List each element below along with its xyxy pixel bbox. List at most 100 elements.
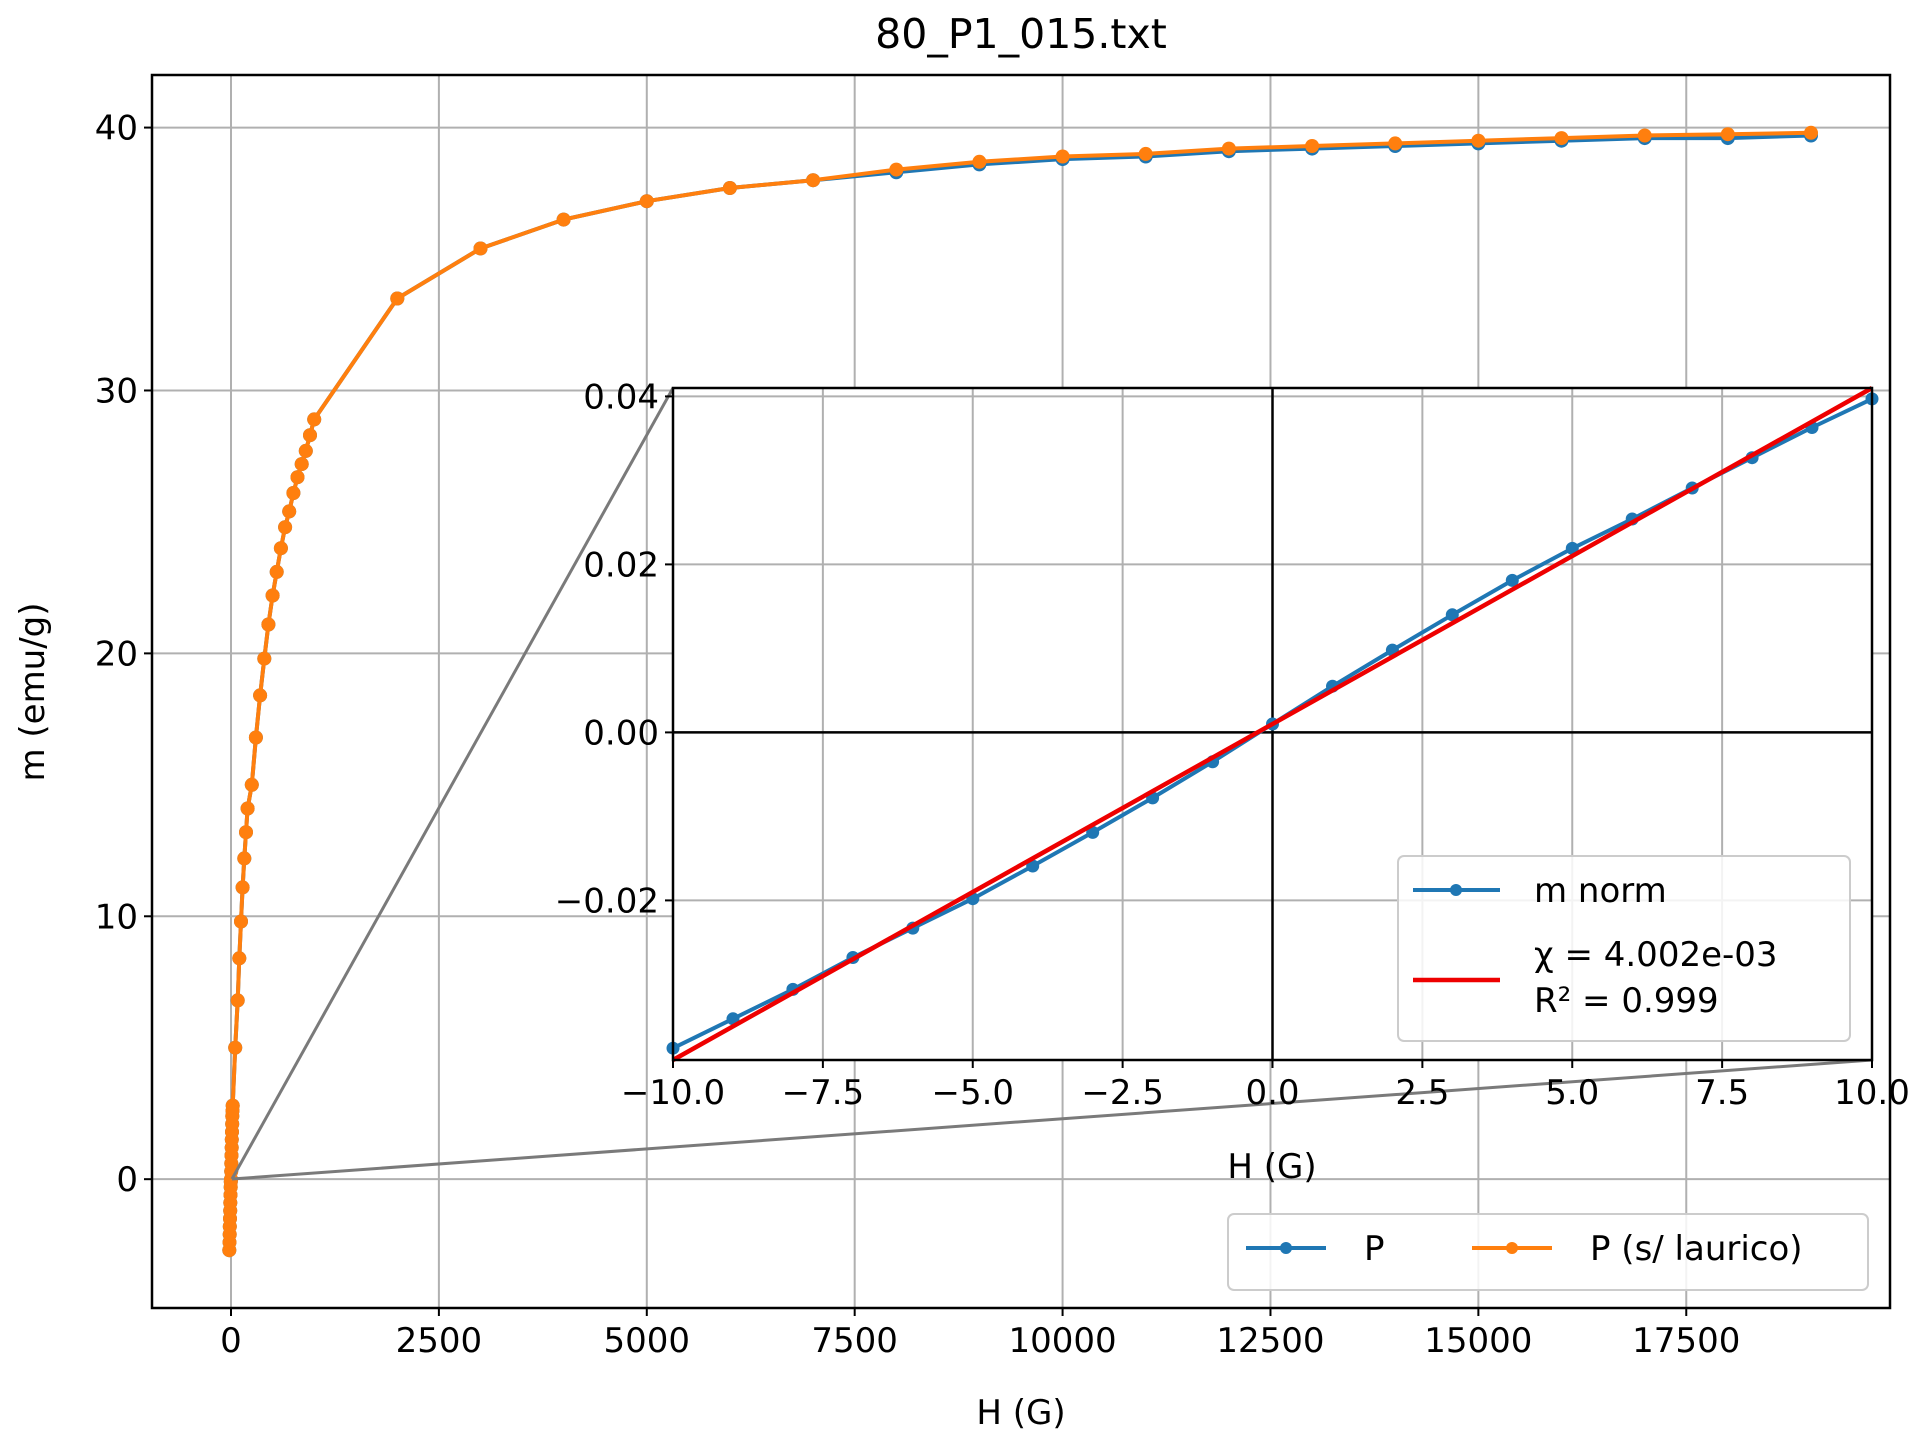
inset-x-tick-label: −5.0 — [931, 1073, 1014, 1113]
main-data-point — [235, 880, 250, 895]
main-data-point — [234, 914, 248, 929]
main-data-point — [556, 212, 571, 227]
main-data-point — [1388, 136, 1403, 151]
main-data-point — [298, 443, 313, 458]
inset-x-axis-label: H (G) — [1227, 1147, 1316, 1187]
main-data-point — [237, 851, 252, 866]
main-data-point — [1221, 141, 1236, 156]
inset-data-point — [1505, 573, 1519, 587]
main-data-point — [1637, 128, 1652, 143]
inset-y-tick-label: 0.00 — [583, 713, 659, 753]
zoom-connectors — [230, 387, 1873, 1181]
main-y-tick-label: 30 — [95, 371, 138, 411]
main-axes-frame — [150, 73, 1892, 1310]
main-data-point — [972, 154, 987, 169]
main-data-point — [225, 1098, 240, 1113]
inset-y-tick-label: −0.02 — [555, 881, 659, 921]
inset-x-tick-label: 7.5 — [1695, 1073, 1749, 1113]
main-data-point — [722, 181, 737, 195]
main-x-tick-label: 15000 — [1424, 1321, 1532, 1361]
main-y-tick-label: 0 — [116, 1160, 138, 1200]
main-x-tick-label: 12500 — [1216, 1321, 1324, 1361]
legend-m-norm-marker — [1450, 884, 1462, 896]
inset-series-line-1 — [671, 386, 1874, 1062]
main-y-tick-label: 20 — [95, 634, 138, 674]
main-data-point — [240, 801, 255, 816]
legend-p-laurico-marker — [1506, 1242, 1518, 1254]
main-data-point — [278, 520, 293, 535]
inset-legend: m norm χ = 4.002e-03 R² = 0.999 — [1397, 855, 1851, 1042]
main-series-1 — [222, 125, 1818, 1258]
main-data-point — [244, 777, 259, 792]
main-data-point — [261, 617, 276, 632]
inset-y-tick-label: 0.04 — [583, 377, 659, 417]
legend-fit-chi-label: χ = 4.002e-03 — [1534, 935, 1778, 975]
main-data-point — [248, 730, 263, 745]
main-data-point — [1554, 131, 1569, 146]
main-title: 80_P1_015.txt — [875, 10, 1167, 58]
main-x-tick-label: 10000 — [1008, 1321, 1116, 1361]
main-x-axis-label: H (G) — [976, 1393, 1065, 1433]
main-x-tick-label: 0 — [220, 1321, 242, 1361]
main-data-point — [806, 173, 821, 188]
inset-x-tick-label: −2.5 — [1081, 1073, 1164, 1113]
zoom-connector-lower — [231, 1058, 1873, 1181]
inset-x-tick-label: −10.0 — [621, 1073, 725, 1113]
main-data-point — [390, 291, 405, 306]
inset-data-point — [1445, 608, 1459, 622]
main-data-point — [1720, 127, 1735, 142]
legend-fit-r2-label: R² = 0.999 — [1534, 981, 1719, 1021]
main-data-point — [232, 951, 247, 966]
main-data-point — [294, 457, 309, 472]
legend-p-laurico-label: P (s/ laurico) — [1590, 1229, 1803, 1269]
main-data-point — [282, 504, 297, 519]
inset-x-tick-label: 2.5 — [1395, 1073, 1449, 1113]
inset-x-tick-label: 5.0 — [1545, 1073, 1599, 1113]
main-x-tick-label: 5000 — [604, 1321, 691, 1361]
main-data-point — [269, 564, 284, 579]
main-x-tick-label: 17500 — [1632, 1321, 1740, 1361]
main-series — [222, 125, 1818, 1258]
main-legend-frame — [1227, 1213, 1869, 1291]
legend-p-label: P — [1364, 1229, 1385, 1269]
main-data-point — [307, 412, 322, 427]
main-x-tick-label: 7500 — [811, 1321, 898, 1361]
main-data-point — [253, 688, 268, 703]
main-data-point — [273, 541, 288, 556]
inset-legend-frame — [1397, 855, 1851, 1042]
main-data-point — [473, 241, 488, 256]
main-x-tick-label: 2500 — [396, 1321, 483, 1361]
main-data-point — [1804, 125, 1818, 140]
main-ticks: 0 2500 5000 7500 10000 12500 15000 17500 0 10 20 30… — [95, 109, 1741, 1361]
main-legend: P P (s/ laurico) — [1227, 1213, 1869, 1291]
inset-ticks: −10.0 −7.5 −5.0 −2.5 0.0 2.5 5.0 7.5 10.0 −0.02 0.… — [555, 377, 1910, 1113]
inset-series — [666, 386, 1879, 1062]
inset-x-tick-label: 10.0 — [1834, 1073, 1910, 1113]
main-data-point — [1471, 133, 1486, 148]
main-data-point — [239, 825, 253, 840]
inset-chart: −10.0 −7.5 −5.0 −2.5 0.0 2.5 5.0 7.5 10.0 −0.02 0.… — [555, 377, 1910, 1187]
main-data-point — [639, 194, 654, 209]
main-data-point — [290, 470, 305, 485]
inset-y-tick-label: 0.02 — [583, 545, 659, 585]
legend-p-marker — [1280, 1242, 1292, 1254]
main-y-tick-label: 10 — [95, 897, 138, 937]
main-y-tick-label: 40 — [95, 109, 138, 149]
main-data-point — [303, 428, 317, 443]
main-data-point — [889, 162, 904, 177]
zoom-connector-upper — [230, 387, 675, 1180]
main-data-point — [265, 588, 280, 603]
main-y-axis-label: m (emu/g) — [13, 602, 53, 781]
main-data-point — [257, 651, 272, 666]
inset-x-tick-label: −7.5 — [782, 1073, 865, 1113]
main-data-point — [230, 993, 245, 1008]
main-data-point — [1305, 139, 1320, 153]
main-data-point — [286, 486, 301, 500]
main-data-point — [228, 1040, 243, 1055]
inset-series-1 — [671, 386, 1874, 1062]
legend-m-norm-label: m norm — [1534, 871, 1667, 911]
main-data-point — [1055, 149, 1070, 164]
inset-x-tick-label: 0.0 — [1245, 1073, 1299, 1113]
main-data-point — [1138, 146, 1153, 161]
